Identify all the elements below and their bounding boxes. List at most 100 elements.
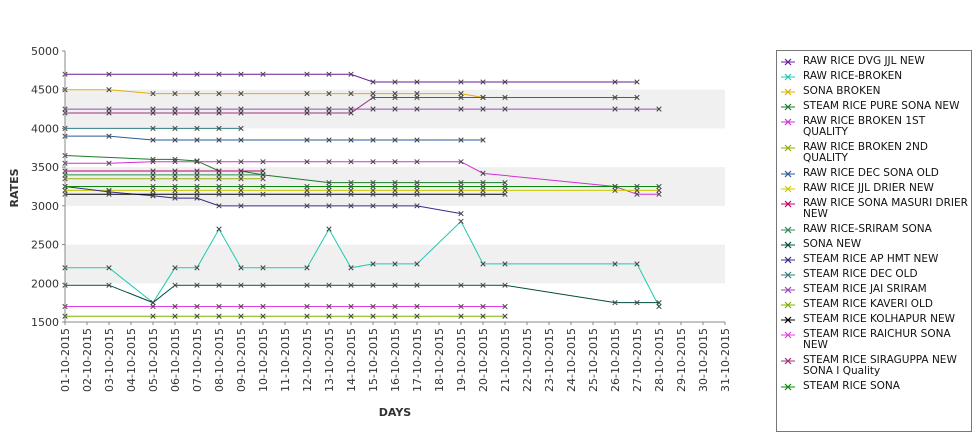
y-tick-label: 4000 (31, 122, 59, 135)
series-16 (62, 303, 508, 310)
legend-item: STEAM RICE DEC OLD (777, 269, 971, 280)
data-point-marker (172, 125, 178, 132)
data-point-marker (326, 137, 332, 143)
legend-label: RAW RICE-SRIRAM SONA (803, 223, 932, 235)
data-point-marker (612, 106, 618, 112)
data-point-marker (216, 168, 222, 174)
data-point-marker (150, 187, 156, 194)
y-tick-label: 1500 (31, 316, 59, 329)
data-point-marker (216, 282, 222, 288)
x-tick-label: 30-10-2015 (697, 328, 710, 392)
data-point-marker (238, 203, 244, 209)
legend-marker-icon (781, 241, 795, 249)
x-tick-label: 21-10-2015 (499, 328, 512, 392)
data-point-marker (480, 137, 486, 143)
legend-label: RAW RICE JJL DRIER NEW (803, 182, 934, 194)
legend-label: RAW RICE DVG JJL NEW (803, 55, 925, 67)
data-point-marker (326, 187, 332, 194)
y-axis-title: RATES (8, 168, 21, 207)
data-point-marker (392, 191, 398, 197)
legend-label: RAW RICE BROKEN 1ST QUALITY (803, 115, 926, 138)
data-point-marker (194, 195, 200, 201)
data-point-marker (458, 303, 464, 310)
x-tick-label: 07-10-2015 (191, 328, 204, 392)
series-17 (62, 94, 640, 116)
data-point-marker (348, 90, 354, 97)
data-point-marker (172, 195, 178, 201)
data-point-marker (216, 183, 222, 190)
data-point-marker (194, 137, 200, 143)
legend-item: RAW RICE DVG JJL NEW (777, 56, 971, 67)
data-point-marker (172, 172, 178, 178)
rates-line-chart: 1500 2000 2500 3000 3500 4000 4500 5000 01-10-20… (8, 45, 732, 419)
series-line (65, 96, 637, 114)
data-point-marker (194, 265, 200, 271)
data-point-marker (194, 158, 200, 164)
legend-marker-icon (781, 118, 795, 126)
data-point-marker (370, 313, 376, 319)
legend-item: RAW RICE SONA MASURI DRIER NEW (777, 198, 971, 220)
legend-marker-icon (781, 357, 795, 365)
legend-marker-icon (781, 185, 795, 193)
data-point-marker (216, 159, 222, 165)
data-point-marker (238, 71, 244, 77)
data-point-marker (392, 137, 398, 143)
data-point-marker (172, 282, 178, 288)
legend-label: STEAM RICE AP HMT NEW (803, 253, 939, 265)
series-line (65, 73, 637, 83)
legend-marker-icon (781, 271, 795, 279)
data-point-marker (634, 187, 640, 194)
data-point-marker (458, 179, 464, 186)
data-point-marker (304, 90, 310, 97)
series-5 (62, 176, 266, 182)
series-2 (62, 87, 486, 101)
data-point-marker (656, 106, 662, 112)
data-point-marker (194, 106, 200, 112)
data-point-marker (238, 168, 244, 174)
data-point-marker (458, 137, 464, 143)
series-line (65, 135, 483, 141)
data-point-marker (304, 203, 310, 209)
data-point-marker (304, 106, 310, 112)
data-point-marker (172, 191, 178, 197)
legend-marker-icon (781, 316, 795, 324)
x-tick-label: 04-10-2015 (125, 328, 138, 392)
data-point-marker (238, 282, 244, 288)
data-point-marker (106, 71, 112, 77)
legend-marker-icon (781, 144, 795, 152)
data-point-marker (304, 191, 310, 197)
data-point-marker (326, 303, 332, 310)
data-point-marker (414, 187, 420, 194)
data-point-marker (392, 90, 398, 97)
data-point-marker (216, 187, 222, 194)
data-point-marker (348, 282, 354, 288)
data-point-marker (392, 94, 398, 101)
data-point-marker (304, 265, 310, 271)
x-tick-label: 28-10-2015 (653, 328, 666, 392)
data-point-marker (194, 110, 200, 116)
x-tick-label: 25-10-2015 (587, 328, 600, 392)
data-point-marker (612, 299, 618, 306)
legend-item: STEAM RICE KOLHAPUR NEW (777, 314, 971, 325)
data-point-marker (634, 183, 640, 190)
data-point-marker (612, 79, 618, 85)
data-point-marker (414, 191, 420, 197)
series-6 (62, 133, 486, 143)
legend-item: STEAM RICE JAI SRIRAM (777, 284, 971, 295)
data-point-marker (150, 172, 156, 178)
data-point-marker (414, 159, 420, 165)
legend-item: STEAM RICE KAVERI OLD (777, 299, 971, 310)
data-point-marker (304, 110, 310, 116)
data-point-marker (414, 79, 420, 85)
data-point-marker (392, 179, 398, 186)
data-point-marker (216, 313, 222, 319)
y-tick-label: 5000 (31, 45, 59, 58)
data-point-marker (172, 168, 178, 174)
data-point-marker (150, 168, 156, 174)
series-13 (62, 106, 662, 112)
data-point-marker (238, 137, 244, 143)
data-point-marker (216, 125, 222, 132)
legend-item: STEAM RICE AP HMT NEW (777, 254, 971, 265)
data-point-marker (216, 71, 222, 77)
data-point-marker (172, 106, 178, 112)
